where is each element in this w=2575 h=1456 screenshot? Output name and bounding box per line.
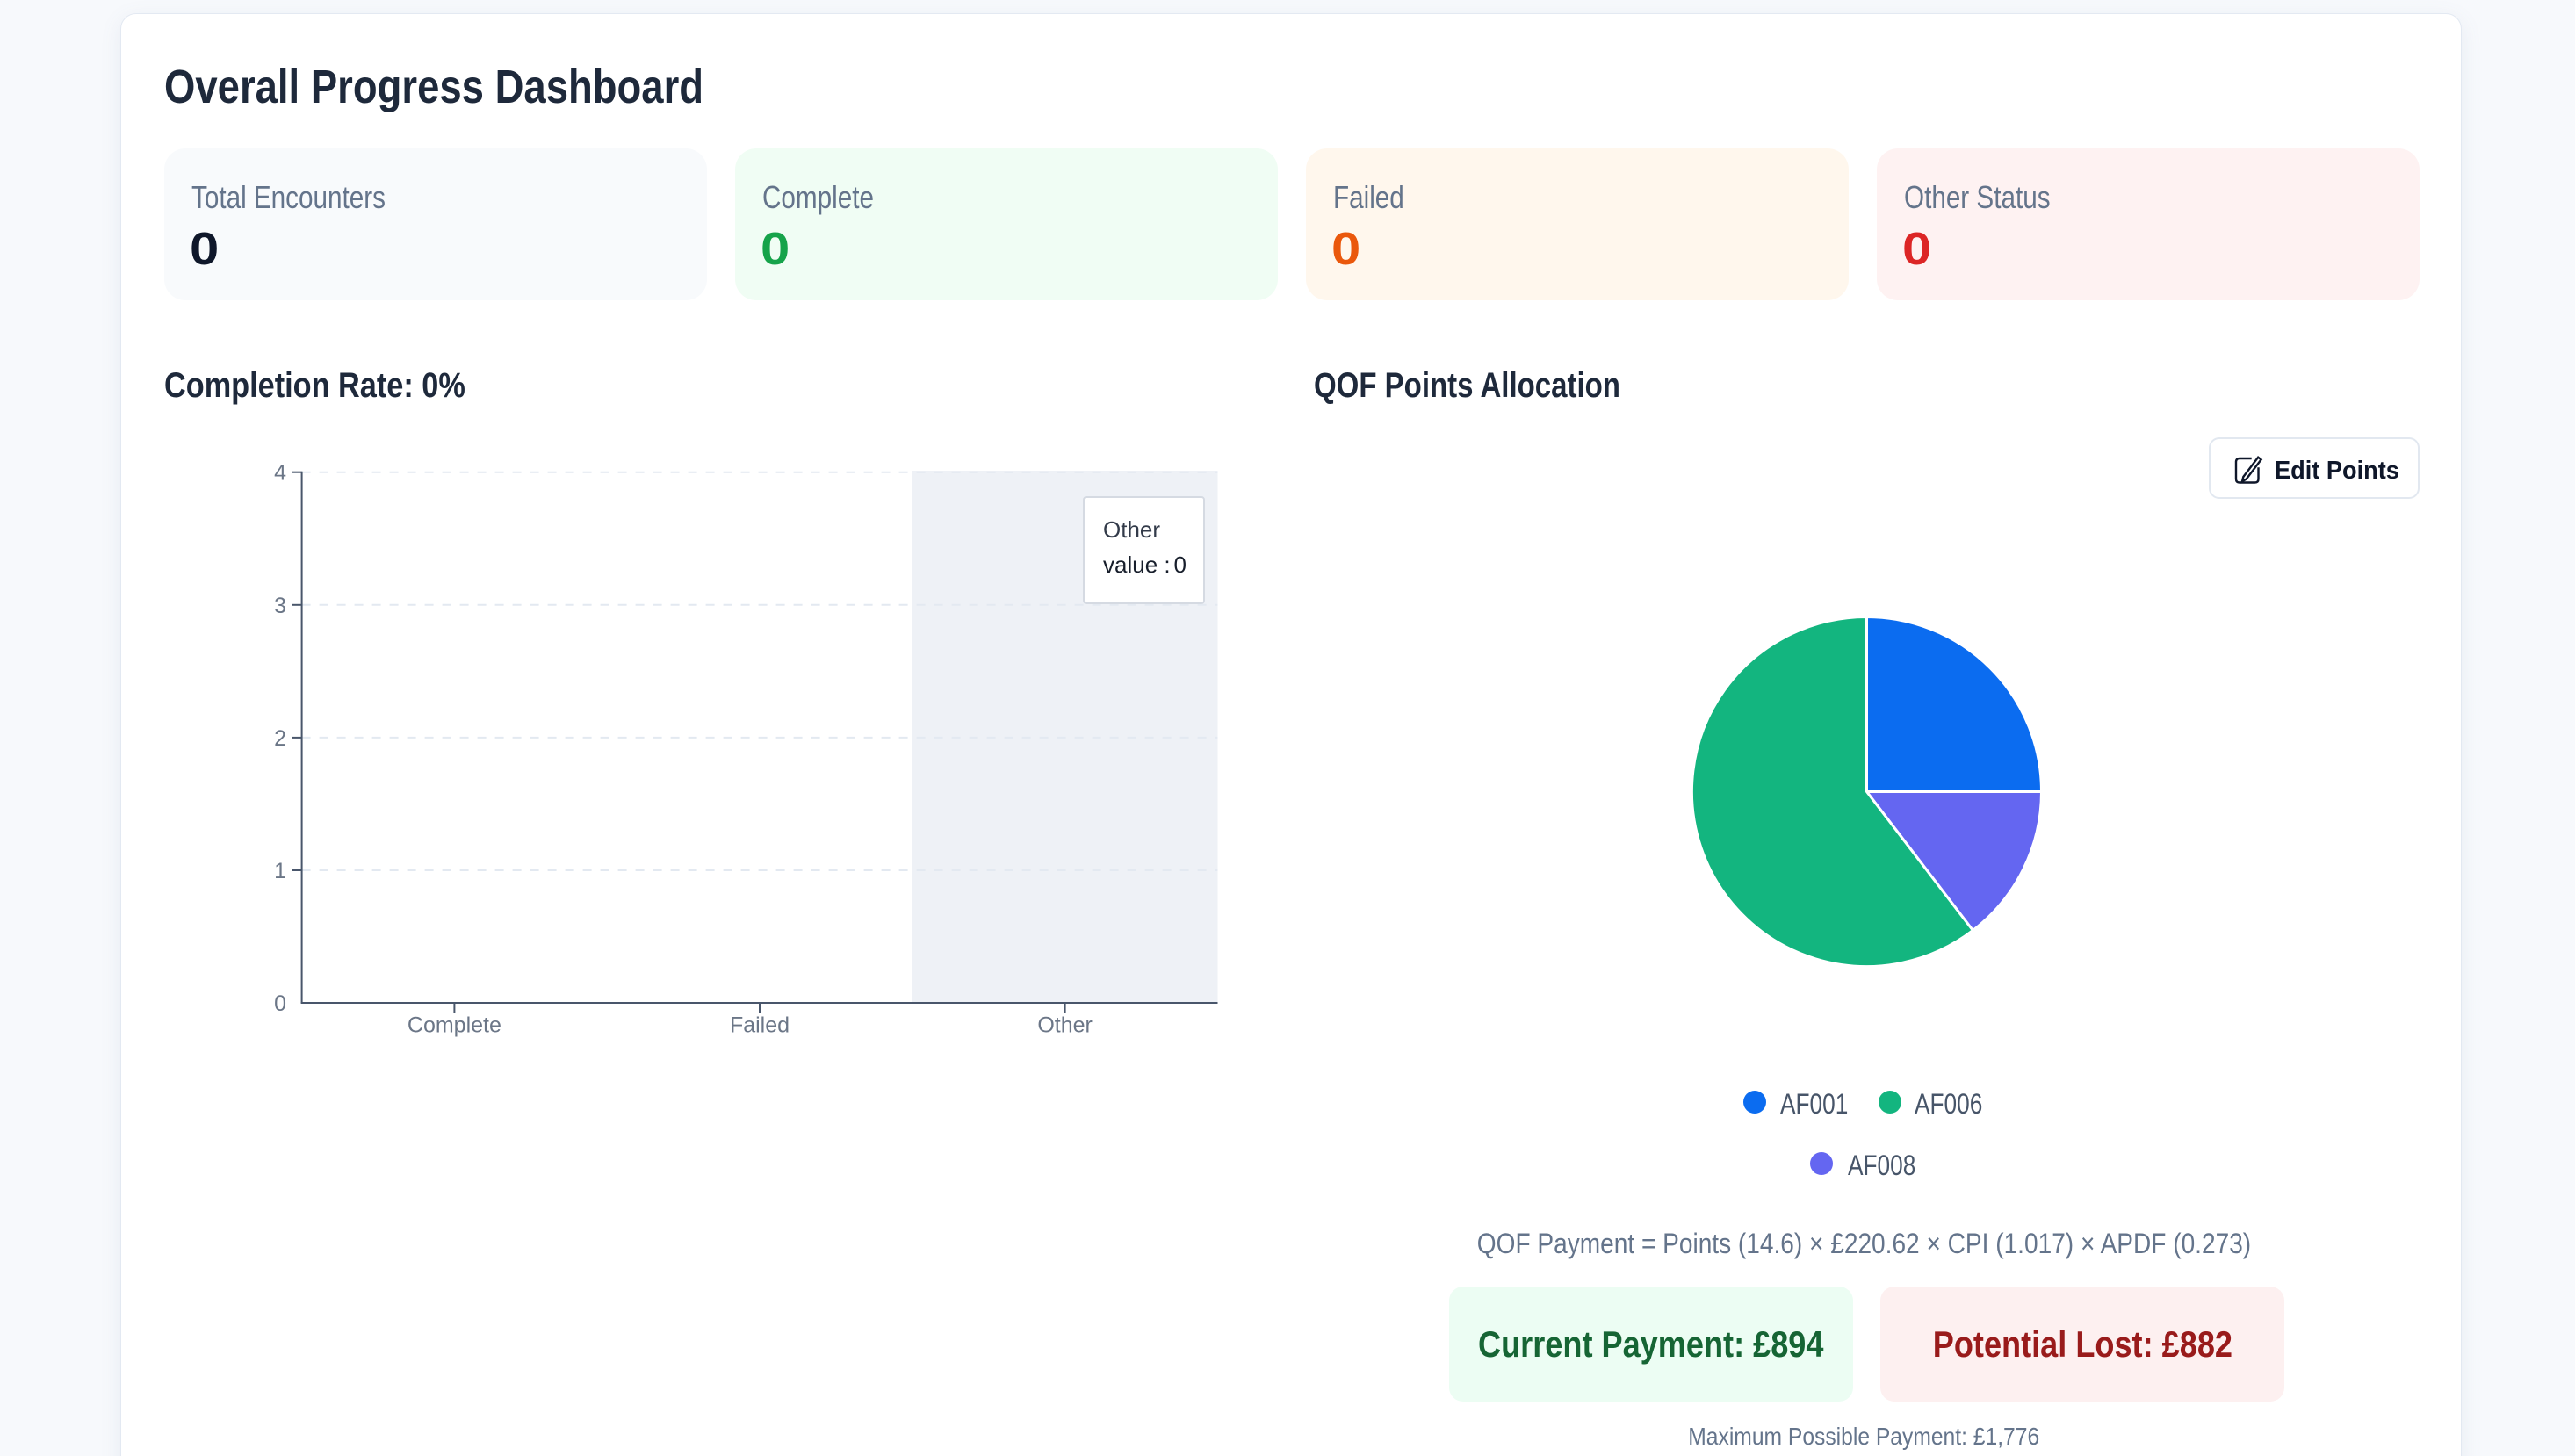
svg-text:Other: Other	[1103, 516, 1160, 543]
svg-text:Failed: Failed	[730, 1013, 790, 1038]
svg-text:0: 0	[274, 991, 286, 1016]
svg-text:value :: value :	[1103, 551, 1171, 578]
svg-text:2: 2	[274, 726, 286, 751]
svg-text:0: 0	[1174, 551, 1187, 578]
svg-text:Complete: Complete	[408, 1013, 501, 1038]
svg-text:3: 3	[274, 594, 286, 618]
svg-text:Other: Other	[1037, 1013, 1093, 1038]
svg-text:4: 4	[274, 461, 286, 486]
svg-text:1: 1	[274, 859, 286, 883]
